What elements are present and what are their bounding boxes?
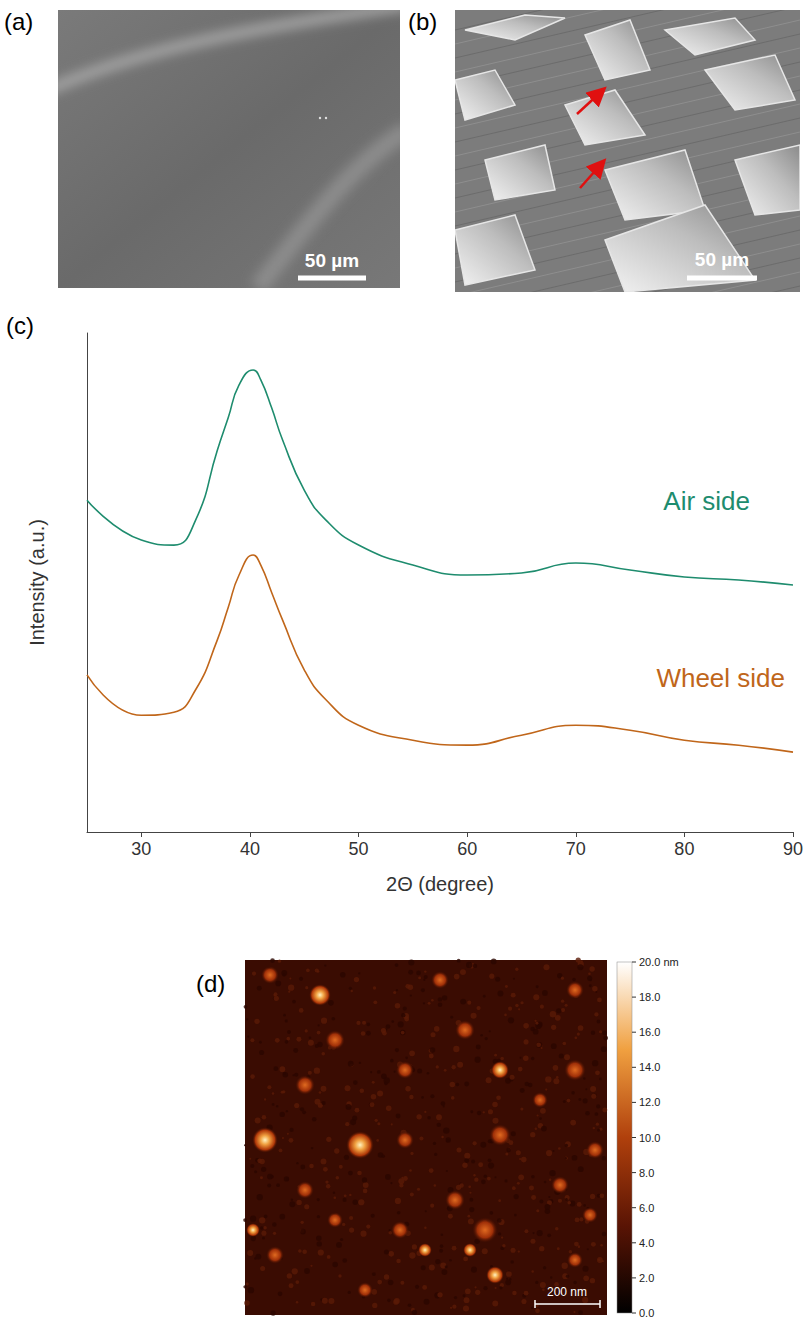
- svg-text:50: 50: [349, 839, 369, 859]
- svg-text:70: 70: [566, 839, 586, 859]
- svg-text:4.0: 4.0: [639, 1237, 654, 1249]
- svg-text:6.0: 6.0: [639, 1202, 654, 1214]
- svg-text:0.0: 0.0: [639, 1307, 654, 1319]
- html-text:(b): (b): [408, 8, 438, 35]
- svg-text:200 nm: 200 nm: [547, 1285, 587, 1299]
- svg-text:80: 80: [674, 839, 694, 859]
- svg-text:12.0: 12.0: [639, 1096, 660, 1108]
- svg-text:14.0: 14.0: [639, 1061, 660, 1073]
- html-text:(d): (d): [196, 970, 226, 997]
- svg-text:30: 30: [131, 839, 151, 859]
- svg-text:10.0: 10.0: [639, 1132, 660, 1144]
- svg-text:Air side: Air side: [663, 486, 750, 516]
- svg-text:50 µm: 50 µm: [695, 249, 749, 270]
- svg-text:8.0: 8.0: [639, 1167, 654, 1179]
- html-text:(a): (a): [4, 8, 34, 35]
- svg-text:2.0: 2.0: [639, 1272, 654, 1284]
- svg-text:90: 90: [783, 839, 803, 859]
- html-text:(c): (c): [6, 312, 34, 339]
- svg-text:2Θ (degree): 2Θ (degree): [386, 873, 494, 895]
- svg-text:60: 60: [457, 839, 477, 859]
- svg-text:16.0: 16.0: [639, 1026, 660, 1038]
- svg-text:Intensity (a.u.): Intensity (a.u.): [26, 519, 48, 646]
- svg-text:Wheel side: Wheel side: [656, 663, 785, 693]
- svg-text:18.0: 18.0: [639, 991, 660, 1003]
- svg-text:50 µm: 50 µm: [305, 250, 359, 271]
- svg-text:40: 40: [240, 839, 260, 859]
- svg-text:20.0 nm: 20.0 nm: [639, 956, 679, 968]
